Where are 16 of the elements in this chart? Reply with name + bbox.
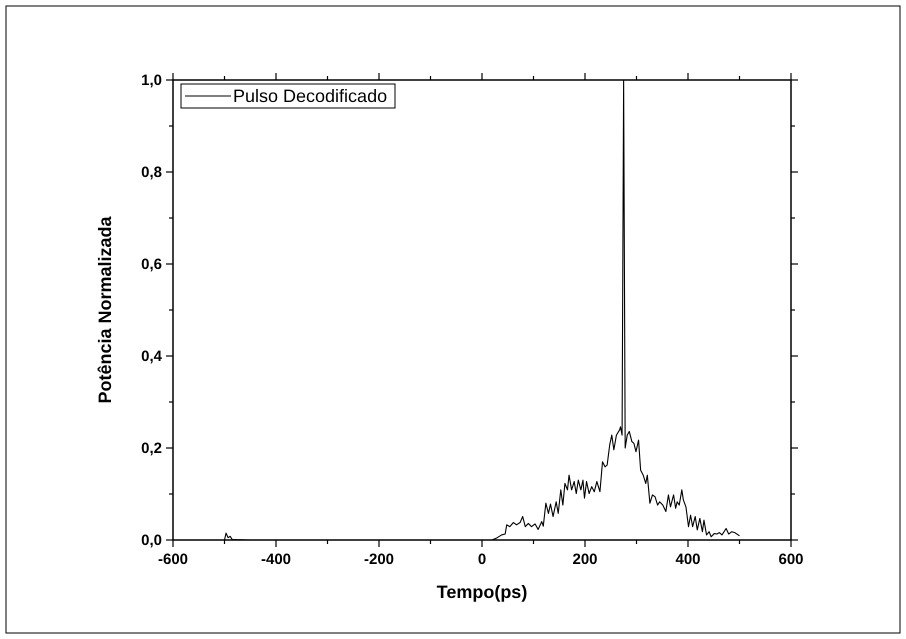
x-tick-label: -200	[364, 551, 394, 568]
x-tick-label: 0	[478, 551, 486, 568]
y-axis-title: Potência Normalizada	[95, 215, 115, 404]
x-axis-title: Tempo(ps)	[436, 582, 528, 602]
x-tick-label: 400	[675, 551, 701, 568]
x-tick-label: -400	[260, 551, 292, 568]
y-tick-label: 0,6	[141, 256, 162, 273]
y-tick-label: 1,0	[141, 72, 162, 89]
x-tick-label: -600	[158, 551, 188, 568]
legend-label: Pulso Decodificado	[233, 86, 388, 106]
y-tick-label: 0,0	[141, 532, 162, 549]
x-tick-label: 200	[572, 551, 598, 568]
y-tick-label: 0,4	[141, 348, 163, 365]
y-tick-label: 0,8	[141, 164, 162, 181]
y-tick-label: 0,2	[141, 440, 162, 457]
x-tick-label: 600	[778, 551, 804, 568]
